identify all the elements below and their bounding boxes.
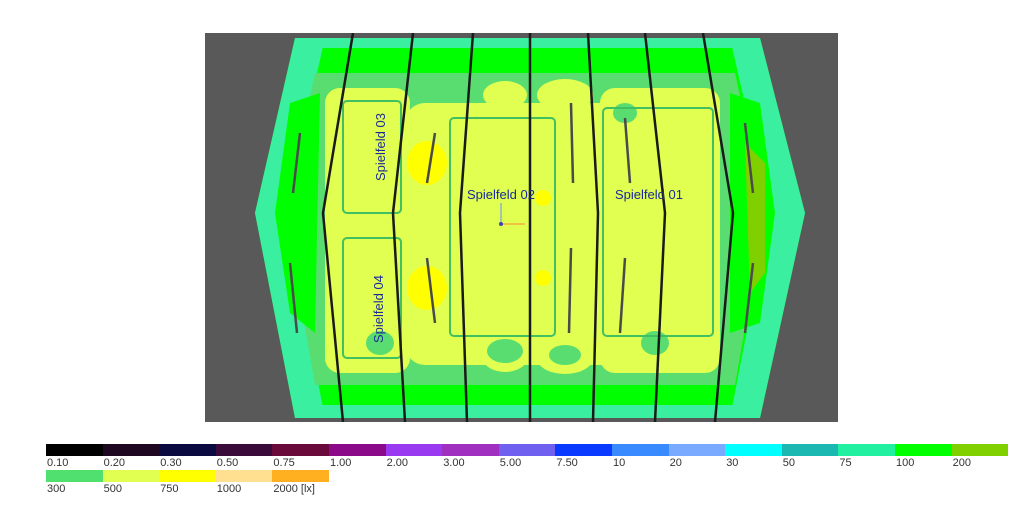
legend-label: 5.00 — [499, 457, 522, 469]
field-label-02: Spielfeld 02 — [467, 187, 535, 202]
render-viewport: Spielfeld 01 Spielfeld 02 Spielfeld 03 S… — [205, 33, 838, 422]
legend-swatch — [498, 444, 556, 456]
legend-label: 3.00 — [443, 457, 465, 469]
illuminance-map: Spielfeld 01 Spielfeld 02 Spielfeld 03 S… — [255, 33, 805, 422]
legend-label: 300 — [47, 483, 66, 495]
legend-swatch — [442, 444, 499, 456]
truss-7 — [701, 33, 735, 422]
legend-label: 30 — [726, 457, 739, 469]
field-label-04: Spielfeld 04 — [371, 275, 386, 343]
legend-label: 0.10 — [47, 457, 69, 469]
legend-label: 0.75 — [273, 457, 295, 469]
legend-label: 1.00 — [330, 457, 352, 469]
hall-edge-bottom — [295, 405, 760, 418]
court-line-f04 — [342, 237, 402, 359]
legend-label: 0.30 — [160, 457, 182, 469]
legend-label: 7.50 — [556, 457, 578, 469]
legend-label: 100 — [896, 457, 915, 469]
hotspot-3 — [535, 190, 551, 206]
legend-swatch — [668, 444, 726, 456]
legend-label: 50 — [782, 457, 796, 469]
legend-swatch — [329, 444, 386, 456]
side-patch-left — [275, 93, 320, 333]
origin-marker — [499, 203, 525, 226]
legend-swatch — [781, 444, 839, 456]
illuminance-legend: 0.10 0.20 0.30 0.50 0.75 1.00 2.00 3.00 5.00 7.50… — [46, 444, 1009, 504]
luminaire-1 — [291, 132, 302, 194]
hole-3 — [641, 331, 669, 355]
legend-label: 200 — [952, 457, 971, 469]
roof-trusses — [321, 33, 735, 422]
hotspot-1 — [407, 141, 447, 185]
hole-1 — [487, 339, 523, 363]
zone-top-blob-1 — [483, 81, 527, 109]
legend-swatch — [895, 444, 952, 456]
hole-4 — [366, 331, 394, 355]
legend-label: 20 — [669, 457, 682, 469]
legend-swatch — [385, 444, 443, 456]
luminaire-3 — [425, 132, 437, 184]
legend-swatch — [612, 444, 669, 456]
legend-label: 10 — [613, 457, 626, 469]
legend-swatch — [46, 444, 103, 456]
court-line-f02 — [449, 117, 556, 337]
legend-swatch — [215, 470, 273, 482]
luminaire-7 — [623, 117, 632, 184]
legend-label: 500 — [103, 483, 122, 495]
luminaire-6 — [567, 247, 573, 334]
truss-3 — [458, 33, 475, 422]
truss-1 — [321, 33, 355, 422]
luminaire-2 — [288, 262, 299, 334]
legend-swatch — [159, 470, 216, 482]
zone-top-blob-2 — [537, 79, 593, 111]
luminaire-9 — [743, 122, 755, 194]
legend-swatch — [555, 444, 612, 456]
legend-swatch — [725, 444, 782, 456]
field-label-01: Spielfeld 01 — [615, 187, 683, 202]
truss-6 — [643, 33, 667, 422]
legend-label: 0.20 — [103, 457, 126, 469]
luminaire-5 — [569, 102, 575, 184]
hotspot-2 — [407, 266, 447, 310]
truss-2 — [391, 33, 415, 422]
legend-swatch — [272, 470, 329, 482]
hall-edge-top — [295, 38, 760, 48]
legend-swatch — [46, 470, 103, 482]
legend-label: 2.00 — [386, 457, 409, 469]
legend-swatch — [102, 470, 160, 482]
field-label-03: Spielfeld 03 — [373, 113, 388, 181]
legend-swatch — [215, 444, 273, 456]
luminaires — [288, 102, 755, 334]
legend-label: 1000 — [216, 483, 242, 495]
luminaire-10 — [743, 262, 755, 334]
side-patch-right-olive — [745, 143, 765, 293]
legend-label: 75 — [839, 457, 852, 469]
luminaire-8 — [618, 257, 627, 334]
legend-swatch — [838, 444, 895, 456]
luminaire-4 — [425, 257, 437, 324]
hotspot-4 — [535, 270, 551, 286]
legend-swatch — [102, 444, 160, 456]
legend-swatch — [159, 444, 216, 456]
hole-2 — [549, 345, 581, 365]
legend-swatch — [272, 444, 329, 456]
legend-label: 2000 [lx] — [273, 483, 315, 495]
legend-label: 0.50 — [216, 457, 239, 469]
zone-yellow-left — [325, 88, 410, 373]
legend-label: 750 — [160, 483, 179, 495]
truss-5 — [586, 33, 600, 422]
court-line-f03 — [342, 100, 402, 214]
zone-yellow-right — [600, 88, 720, 373]
legend-swatch — [951, 444, 1009, 456]
